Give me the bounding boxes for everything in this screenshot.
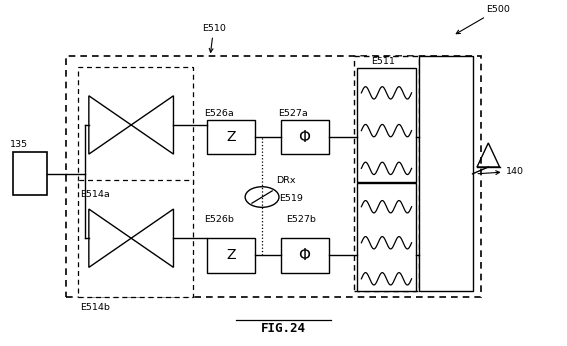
- Text: E527b: E527b: [286, 216, 316, 225]
- Text: E526b: E526b: [205, 216, 234, 225]
- Bar: [208, 120, 255, 154]
- Text: E519: E519: [279, 194, 303, 203]
- Bar: [281, 120, 329, 154]
- Text: E514b: E514b: [81, 303, 110, 312]
- Text: Z: Z: [227, 248, 236, 262]
- Text: E514a: E514a: [81, 190, 110, 199]
- Bar: [78, 180, 193, 297]
- Text: E500: E500: [456, 5, 510, 34]
- Bar: [281, 238, 329, 273]
- Bar: [357, 68, 416, 182]
- Bar: [66, 56, 481, 297]
- Text: Z: Z: [227, 130, 236, 144]
- Text: 135: 135: [10, 140, 28, 149]
- Text: E511: E511: [371, 57, 395, 66]
- Text: E527a: E527a: [278, 109, 308, 118]
- Text: $\Phi$: $\Phi$: [298, 129, 311, 145]
- Text: $\Phi$: $\Phi$: [298, 247, 311, 263]
- Bar: [12, 152, 46, 195]
- Bar: [419, 56, 472, 291]
- Bar: [78, 66, 193, 183]
- Text: E510: E510: [202, 24, 226, 52]
- Bar: [354, 56, 419, 291]
- Text: 140: 140: [478, 167, 524, 176]
- Bar: [357, 183, 416, 291]
- Bar: [208, 238, 255, 273]
- Text: DRx: DRx: [276, 176, 295, 185]
- Text: FIG.24: FIG.24: [261, 322, 306, 335]
- Text: E526a: E526a: [205, 109, 234, 118]
